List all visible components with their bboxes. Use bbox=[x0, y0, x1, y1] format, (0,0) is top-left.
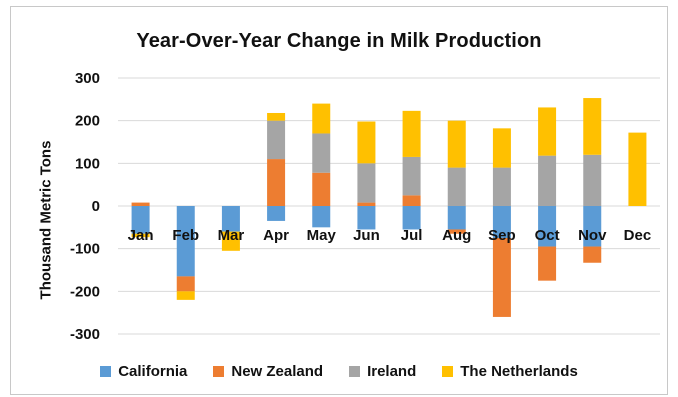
legend-swatch bbox=[442, 366, 454, 377]
legend-item: California bbox=[100, 363, 187, 380]
x-tick-label: Apr bbox=[263, 227, 289, 244]
legend-swatch bbox=[349, 366, 361, 377]
bar-segment bbox=[447, 120, 466, 168]
bar-segment bbox=[583, 154, 602, 206]
bar-segment bbox=[221, 206, 240, 232]
bar-segment bbox=[538, 155, 557, 206]
bar-segment bbox=[267, 112, 286, 121]
bar-segment bbox=[583, 246, 602, 263]
legend-item: New Zealand bbox=[213, 363, 323, 380]
bar-segment bbox=[402, 156, 421, 196]
x-tick-label: Feb bbox=[172, 227, 199, 244]
bar-segment bbox=[131, 233, 150, 238]
bar-segment bbox=[538, 107, 557, 156]
x-tick-label: Sep bbox=[488, 227, 516, 244]
bar-segment bbox=[312, 206, 331, 228]
legend-item: The Netherlands bbox=[442, 363, 578, 380]
x-tick-label: Jun bbox=[353, 227, 380, 244]
bar-segment bbox=[402, 195, 421, 206]
bar-segment bbox=[492, 128, 511, 168]
chart-legend: California New Zealand Ireland The Netherla… bbox=[0, 363, 678, 380]
bar-segment bbox=[447, 229, 466, 234]
legend-swatch bbox=[100, 366, 112, 377]
y-tick-label: -300 bbox=[70, 326, 100, 343]
bar-segment bbox=[447, 206, 466, 230]
x-tick-label: Mar bbox=[218, 227, 245, 244]
bar-segment bbox=[583, 98, 602, 155]
bar-segment bbox=[267, 206, 286, 221]
bar-segment bbox=[176, 291, 195, 300]
bar-segment bbox=[267, 120, 286, 160]
bar-segment bbox=[312, 103, 331, 134]
bar-segment bbox=[312, 133, 331, 173]
bar-segment bbox=[312, 172, 331, 206]
bar-segment bbox=[492, 206, 511, 238]
bar-segment bbox=[492, 167, 511, 206]
y-tick-label: -100 bbox=[70, 241, 100, 258]
bar-segment bbox=[357, 202, 376, 206]
bar-segment bbox=[176, 276, 195, 292]
legend-label: The Netherlands bbox=[460, 363, 578, 380]
legend-label: New Zealand bbox=[231, 363, 324, 380]
x-tick-label: Dec bbox=[624, 227, 652, 244]
y-tick-label: 200 bbox=[75, 113, 100, 130]
y-tick-label: 100 bbox=[75, 155, 100, 172]
bar-segment bbox=[583, 206, 602, 247]
bar-segment bbox=[131, 202, 150, 206]
x-tick-label: Aug bbox=[442, 227, 471, 244]
bar-segment bbox=[492, 238, 511, 317]
bar-segment bbox=[221, 231, 240, 251]
bar-segment bbox=[447, 167, 466, 206]
x-tick-label: Oct bbox=[535, 227, 560, 244]
chart-title: Year-Over-Year Change in Milk Production bbox=[136, 30, 542, 52]
legend-item: Ireland bbox=[349, 363, 416, 380]
bar-segment bbox=[402, 110, 421, 157]
x-tick-label: May bbox=[307, 227, 337, 244]
bar-segment bbox=[538, 206, 557, 247]
legend-label: California bbox=[118, 363, 188, 380]
bar-segment bbox=[357, 121, 376, 164]
x-tick-label: Jan bbox=[128, 227, 154, 244]
bar-segment bbox=[628, 132, 647, 206]
chart-frame bbox=[10, 6, 668, 395]
bar-segment bbox=[402, 206, 421, 230]
y-tick-label: 0 bbox=[92, 198, 100, 215]
x-tick-label: Jul bbox=[401, 227, 423, 244]
y-tick-label: -200 bbox=[70, 283, 100, 300]
bar-segment bbox=[357, 206, 376, 230]
y-tick-label: 300 bbox=[75, 70, 100, 87]
legend-swatch bbox=[213, 366, 225, 377]
bar-segment bbox=[176, 206, 195, 277]
bar-segment bbox=[131, 206, 150, 234]
legend-label: Ireland bbox=[367, 363, 417, 380]
bar-segment bbox=[357, 163, 376, 203]
bar-segment bbox=[267, 159, 286, 206]
x-tick-label: Nov bbox=[578, 227, 607, 244]
bar-segment bbox=[538, 246, 557, 281]
